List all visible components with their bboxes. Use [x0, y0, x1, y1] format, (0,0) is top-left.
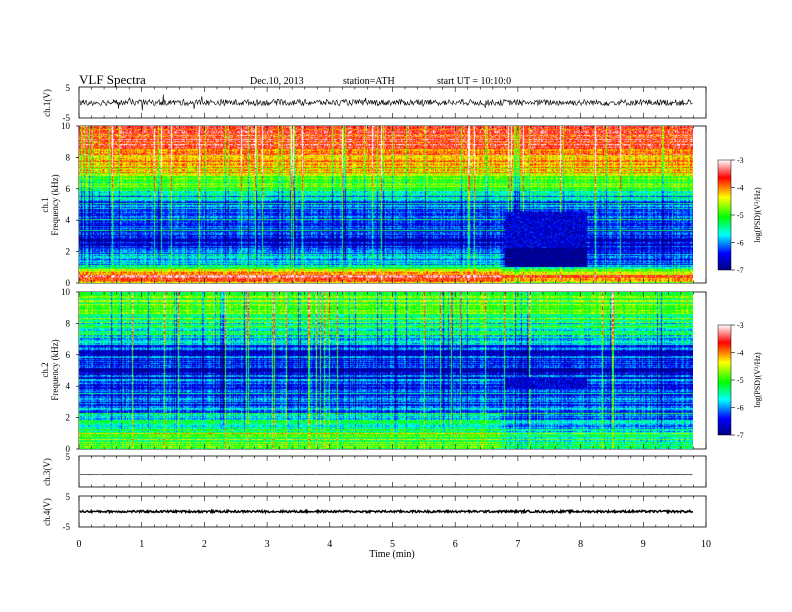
- colorbar-tick-label: -6: [737, 404, 744, 413]
- colorbar-tick-label: -3: [737, 156, 744, 165]
- ch2-spectrogram-image: [79, 292, 693, 449]
- colorbar-tick-label: -4: [737, 184, 744, 193]
- ch4-ytick-top: 5: [66, 492, 71, 502]
- station-label: station=ATH: [343, 76, 395, 87]
- ytick-label: 2: [66, 413, 71, 423]
- xtick-label: 9: [641, 539, 646, 550]
- xtick-label: 2: [202, 539, 207, 550]
- ch2-colorbar-ticks: -3 -4 -5 -6 -7: [731, 321, 744, 440]
- ch1-ytick-top: 5: [66, 83, 71, 93]
- ch1-ytick-bottom: -5: [63, 113, 71, 123]
- xtick-label: 1: [139, 539, 144, 550]
- ytick-label: 2: [66, 247, 71, 257]
- colorbar-tick-label: -5: [737, 376, 744, 385]
- ytick-label: 0: [66, 444, 71, 454]
- ch4-waveform-ylabel: ch.4(V): [42, 498, 52, 526]
- ytick-label: 0: [66, 278, 71, 288]
- xtick-label: 6: [453, 539, 458, 550]
- date-label: Dec.10, 2013: [250, 76, 304, 87]
- ytick-label: 8: [66, 318, 71, 328]
- xtick-label: 5: [390, 539, 395, 550]
- ytick-label: 6: [66, 350, 71, 360]
- colorbar-tick-label: -7: [737, 266, 744, 275]
- colorbar-tick-label: -5: [737, 211, 744, 220]
- time-ticks: [78, 87, 707, 527]
- ch2-yticks: 0 2 4 6 8 10: [61, 287, 79, 454]
- ch4-ytick-bottom: -5: [63, 522, 71, 532]
- ch1-yticks: 0 2 4 6 8 10: [61, 121, 79, 288]
- ch1-spectrogram-image: [79, 126, 693, 283]
- ytick-label: 10: [61, 287, 71, 297]
- ch3-waveform-ylabel: ch.3(V): [42, 458, 52, 486]
- ch2-spectrogram-panel: 0 2 4 6 8 10 ch.2 Frequency (kHz): [40, 287, 707, 454]
- xtick-label: 0: [77, 539, 82, 550]
- xtick-label: 3: [265, 539, 270, 550]
- x-tick-labels: 0 1 2 3 4 5 6 7 8 9 10: [77, 539, 712, 550]
- ch1-spectrogram-ylabel-frequency: Frequency (kHz): [50, 174, 60, 235]
- ch1-spectrogram-ylabel-channel: ch.1: [40, 197, 50, 212]
- ytick-label: 8: [66, 152, 71, 162]
- ch1-waveform-trace: [79, 94, 693, 111]
- xtick-label: 4: [327, 539, 332, 550]
- ch1-colorbar-label: log(PSD)(V²/Hz): [753, 187, 762, 243]
- ch3-ytick-top: 5: [66, 452, 71, 462]
- colorbar-tick-label: -3: [737, 321, 744, 330]
- ytick-label: 4: [66, 381, 71, 391]
- ch2-colorbar-label: log(PSD)(V²/Hz): [753, 352, 762, 408]
- xtick-label: 8: [578, 539, 583, 550]
- xtick-label: 10: [701, 539, 711, 550]
- colorbar-tick-label: -6: [737, 239, 744, 248]
- colorbar-tick-label: -7: [737, 431, 744, 440]
- ch4-waveform-trace: [79, 508, 694, 515]
- colorbar-tick-label: -4: [737, 349, 744, 358]
- ch1-colorbar: -3 -4 -5 -6 -7 log(PSD)(V²/Hz): [717, 156, 762, 275]
- ch1-colorbar-bar: [717, 159, 732, 271]
- x-axis-label: Time (min): [369, 549, 414, 560]
- ch1-waveform-ylabel: ch.1(V): [42, 89, 52, 117]
- figure-title: VLF Spectra: [79, 72, 146, 87]
- ytick-label: 10: [61, 121, 71, 131]
- ch2-spectrogram-ylabel-frequency: Frequency (kHz): [50, 339, 60, 400]
- ch2-spectrogram-ylabel-channel: ch.2: [40, 362, 50, 377]
- ch2-colorbar-bar: [717, 324, 732, 436]
- ch1-colorbar-ticks: -3 -4 -5 -6 -7: [731, 156, 744, 275]
- xtick-label: 7: [515, 539, 520, 550]
- ytick-label: 4: [66, 215, 71, 225]
- ch2-colorbar: -3 -4 -5 -6 -7 log(PSD)(V²/Hz): [717, 321, 762, 440]
- ch1-spectrogram-panel: 0 2 4 6 8 10 ch.1 Frequency (kHz): [40, 121, 707, 288]
- ytick-label: 6: [66, 184, 71, 194]
- start-time-label: start UT = 10:10:0: [437, 76, 511, 87]
